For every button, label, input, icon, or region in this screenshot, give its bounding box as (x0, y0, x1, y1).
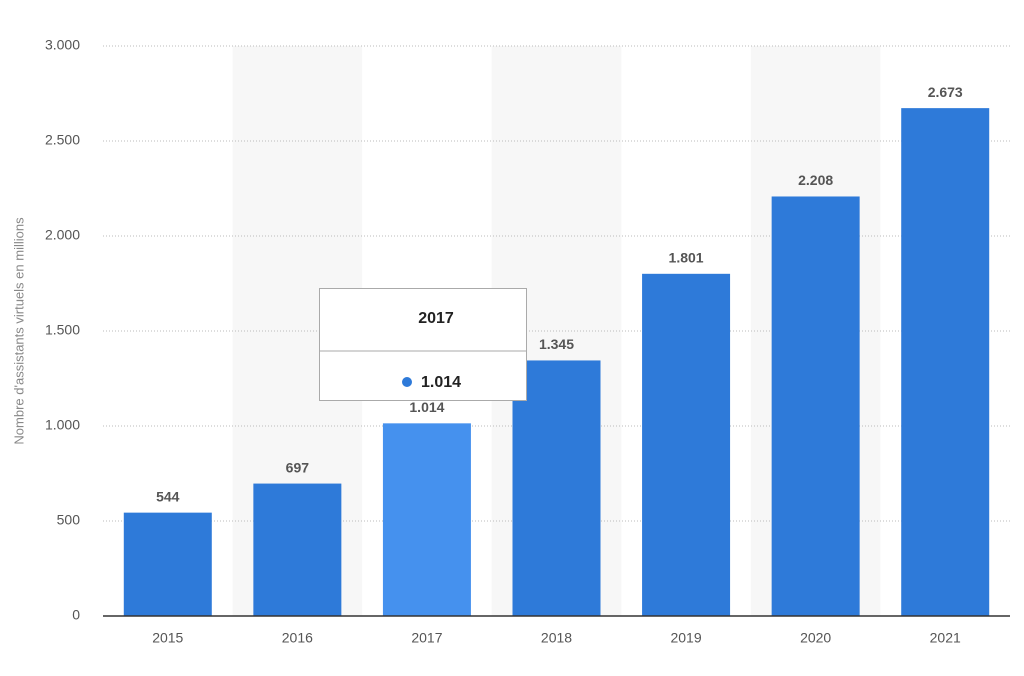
tooltip-dot (402, 377, 412, 387)
x-tick-label: 2017 (411, 630, 442, 646)
y-tick-label: 2.500 (45, 132, 80, 148)
y-axis-label: Nombre d'assistants virtuels en millions (11, 217, 26, 445)
tooltip-box (319, 288, 527, 401)
tooltip-title: 2017 (418, 310, 454, 327)
x-tick-label: 2015 (152, 630, 183, 646)
y-tick-label: 1.000 (45, 417, 80, 433)
y-tick-label: 500 (57, 512, 81, 528)
value-label: 697 (286, 459, 310, 475)
x-tick-label: 2019 (670, 630, 701, 646)
bar (771, 196, 860, 617)
y-tick-label: 2.000 (45, 227, 80, 243)
y-tick-label: 3.000 (45, 37, 80, 53)
x-tick-label: 2020 (800, 630, 831, 646)
value-label: 2.673 (928, 84, 963, 100)
value-label: 2.208 (798, 172, 833, 188)
bar (512, 360, 601, 616)
tooltip: 2017 1.014 (319, 288, 527, 401)
value-label: 1.345 (539, 336, 574, 352)
bar (901, 108, 990, 616)
x-tick-label: 2016 (282, 630, 313, 646)
bar (253, 483, 342, 616)
x-tick-label: 2018 (541, 630, 572, 646)
tooltip-value: 1.014 (421, 374, 461, 391)
y-tick-label: 0 (72, 607, 80, 623)
bar (642, 273, 731, 616)
value-label: 1.014 (409, 399, 444, 415)
value-label: 1.801 (669, 250, 704, 266)
bar (382, 423, 471, 616)
bar (123, 512, 212, 616)
value-label: 544 (156, 488, 180, 504)
x-tick-label: 2021 (930, 630, 961, 646)
y-tick-label: 1.500 (45, 322, 80, 338)
